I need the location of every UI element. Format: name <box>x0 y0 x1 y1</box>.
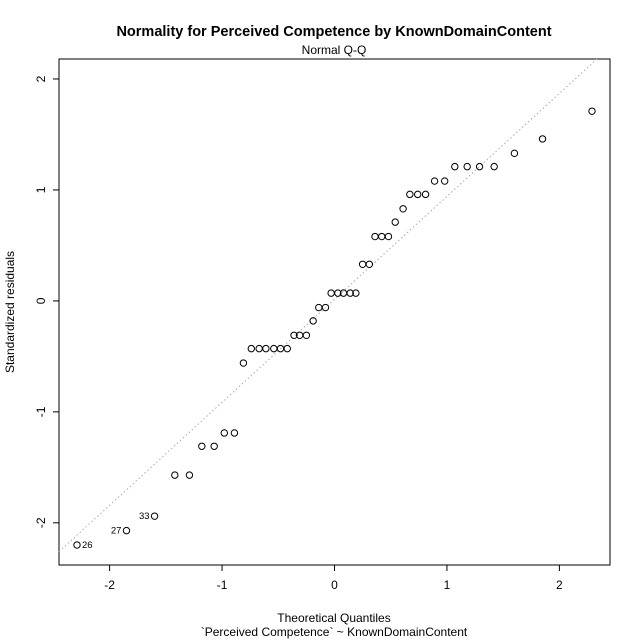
data-point <box>290 331 298 340</box>
chart-title: Normality for Perceived Competence by Kn… <box>116 24 551 40</box>
data-point <box>490 162 498 171</box>
x-tick-label: 0 <box>331 578 338 592</box>
data-point <box>358 260 367 268</box>
data-point <box>391 218 399 226</box>
data-point <box>122 526 131 535</box>
point-label: 33 <box>139 511 150 522</box>
data-point <box>406 190 414 199</box>
plot-frame <box>58 58 611 566</box>
data-point <box>384 232 393 241</box>
data-point <box>171 471 179 479</box>
data-point <box>198 442 206 450</box>
data-point <box>327 289 335 297</box>
data-point <box>463 162 471 171</box>
data-point <box>220 429 229 437</box>
data-point <box>352 289 360 297</box>
data-point <box>334 289 342 297</box>
x-axis-sublabel: `Perceived Competence` ~ KnownDomainCont… <box>201 625 468 639</box>
data-point <box>430 177 439 185</box>
data-point <box>421 190 430 199</box>
point-labels: 26 27 33 <box>82 511 150 551</box>
data-point <box>255 344 263 353</box>
data-point <box>321 303 330 312</box>
y-tick-label: 0 <box>34 297 48 304</box>
data-point <box>262 344 270 353</box>
data-point <box>315 303 323 312</box>
data-point <box>414 190 422 199</box>
data-point <box>283 344 291 353</box>
y-tick-label: -2 <box>34 517 48 528</box>
data-point <box>185 471 194 479</box>
data-point <box>441 177 449 185</box>
y-axis-label: Standardized residuals <box>3 251 17 373</box>
y-axis: -2 -1 0 1 2 <box>34 75 59 528</box>
x-axis-label: Theoretical Quantiles <box>277 611 390 625</box>
data-point <box>270 344 278 353</box>
x-axis: -2 -1 0 1 2 <box>104 565 563 592</box>
data-point <box>302 331 311 340</box>
x-tick-label: -2 <box>104 578 115 592</box>
data-point <box>538 135 547 143</box>
data-point <box>150 512 159 520</box>
x-tick-label: 2 <box>556 578 563 592</box>
x-tick-label: 1 <box>444 578 451 592</box>
data-point <box>309 317 317 325</box>
data-point <box>210 442 218 450</box>
y-tick-label: 2 <box>34 75 48 82</box>
data-point <box>378 232 386 241</box>
data-point <box>475 162 484 171</box>
y-tick-label: 1 <box>34 186 48 193</box>
data-point <box>73 541 81 549</box>
data-point <box>399 205 407 213</box>
x-tick-label: -1 <box>217 578 228 592</box>
data-point <box>371 232 379 241</box>
point-label: 26 <box>82 540 93 551</box>
data-points <box>73 107 596 549</box>
y-tick-label: -1 <box>34 406 48 417</box>
data-point <box>247 344 255 353</box>
data-point <box>346 289 354 297</box>
data-point <box>510 149 519 158</box>
data-point <box>365 260 374 268</box>
data-point <box>230 429 239 437</box>
data-point <box>451 162 459 171</box>
data-point <box>588 107 596 115</box>
chart-subtitle: Normal Q-Q <box>302 43 367 57</box>
data-point <box>239 359 248 367</box>
point-label: 27 <box>111 526 122 537</box>
